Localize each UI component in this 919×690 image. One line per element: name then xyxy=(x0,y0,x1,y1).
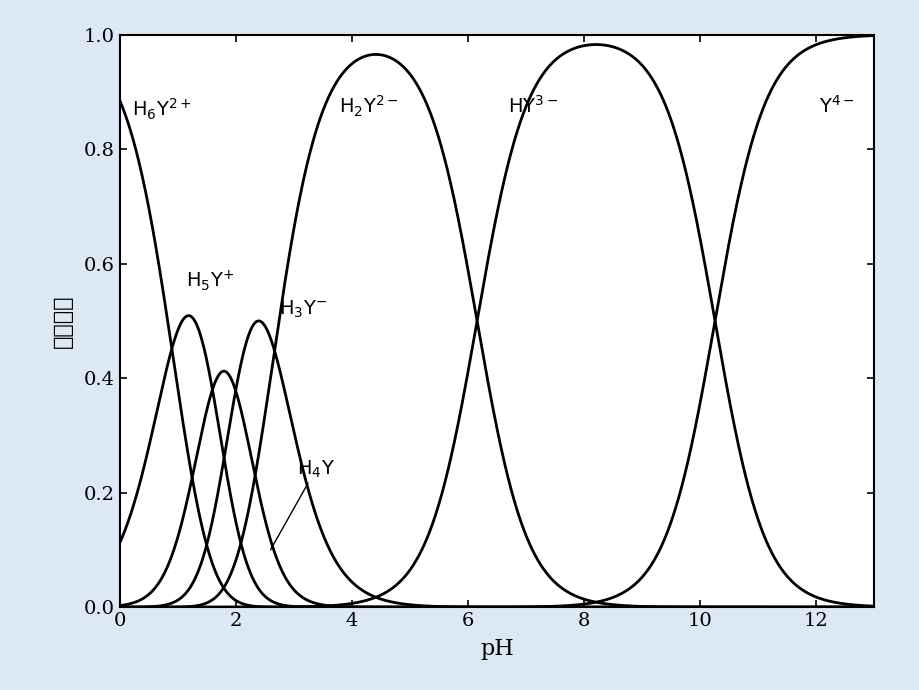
Text: $\mathrm{H_5Y^{+}}$: $\mathrm{H_5Y^{+}}$ xyxy=(187,268,234,293)
Text: $\mathrm{H_2Y^{2-}}$: $\mathrm{H_2Y^{2-}}$ xyxy=(338,93,398,119)
Text: $\mathrm{H_6Y^{2+}}$: $\mathrm{H_6Y^{2+}}$ xyxy=(132,97,192,121)
Text: $\mathrm{Y^{4-}}$: $\mathrm{Y^{4-}}$ xyxy=(818,95,854,117)
Text: $\mathrm{H_3Y^{-}}$: $\mathrm{H_3Y^{-}}$ xyxy=(278,299,327,320)
X-axis label: pH: pH xyxy=(480,638,513,660)
Text: $\mathrm{H_4Y}$: $\mathrm{H_4Y}$ xyxy=(270,459,335,550)
Y-axis label: 分布系数: 分布系数 xyxy=(52,294,73,348)
Text: $\mathrm{HY^{3-}}$: $\mathrm{HY^{3-}}$ xyxy=(508,95,558,117)
